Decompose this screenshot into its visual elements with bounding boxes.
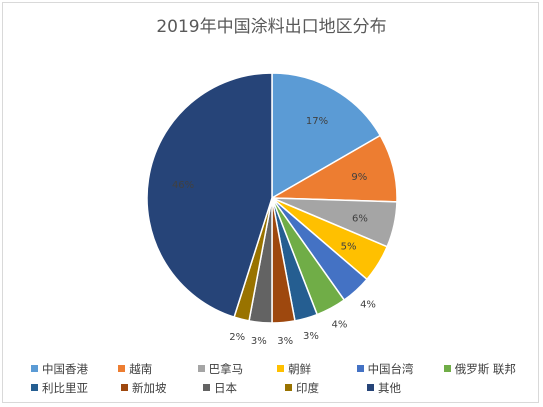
legend-label: 越南: [129, 361, 153, 376]
legend-item: 印度: [285, 380, 367, 396]
legend-item: 中国台湾: [356, 361, 444, 377]
legend-item: 新加坡: [121, 380, 203, 396]
legend-swatch: [197, 365, 205, 372]
legend-swatch: [356, 365, 364, 372]
legend-row: 利比里亚 新加坡 日本 印度 其他: [31, 378, 531, 397]
legend-label: 其他: [378, 380, 401, 395]
legend-swatch: [121, 384, 128, 391]
chart-frame: 2019年中国涂料出口地区分布 17% 9% 6% 5% 4% 4% 3% 3% 3% 2% 46%…: [2, 2, 539, 403]
legend-swatch: [118, 365, 126, 372]
legend-swatch: [443, 365, 451, 372]
pie-chart: 17% 9% 6% 5% 4% 4% 3% 3% 3% 2% 46%: [146, 72, 398, 347]
slice-label-3: 5%: [341, 241, 357, 252]
slice-label-5: 4%: [331, 320, 347, 331]
slice-label-6: 3%: [303, 331, 319, 342]
slice-label-10: 46%: [172, 180, 194, 191]
legend-item: 俄罗斯 联邦: [443, 361, 531, 377]
legend-label: 巴拿马: [208, 361, 244, 376]
legend-swatch: [31, 384, 38, 391]
legend-label: 利比里亚: [42, 380, 88, 395]
legend-swatch: [203, 384, 210, 391]
slice-label-7: 3%: [277, 336, 293, 347]
legend-label: 中国香港: [42, 361, 88, 376]
legend-item: 朝鲜: [277, 361, 356, 377]
legend-swatch: [277, 365, 285, 372]
legend-label: 中国台湾: [367, 361, 414, 376]
legend-item: 巴拿马: [197, 361, 277, 377]
legend-item: 其他: [367, 380, 449, 396]
legend-item: 越南: [118, 361, 197, 377]
slice-label-0: 17%: [306, 116, 328, 127]
legend-item: 中国香港: [31, 361, 118, 377]
slice-label-9: 2%: [229, 332, 245, 343]
legend-label: 印度: [296, 380, 319, 395]
legend-swatch: [367, 384, 374, 391]
legend-item: 利比里亚: [31, 380, 121, 396]
legend-swatch: [285, 384, 292, 391]
chart-title: 2019年中国涂料出口地区分布: [156, 17, 387, 37]
legend-item: 日本: [203, 380, 285, 396]
legend-row: 中国香港 越南 巴拿马 朝鲜 中国台湾 俄罗斯 联邦: [31, 359, 531, 378]
legend-label: 新加坡: [132, 380, 167, 395]
legend-label: 朝鲜: [288, 361, 312, 376]
slice-label-8: 3%: [251, 336, 267, 347]
slice-label-2: 6%: [352, 213, 368, 224]
slice-label-4: 4%: [360, 299, 376, 310]
legend-swatch: [31, 365, 38, 372]
pie-slice-0: [271, 72, 382, 200]
legend-label: 日本: [214, 380, 237, 395]
chart-legend: 中国香港 越南 巴拿马 朝鲜 中国台湾 俄罗斯 联邦利比里亚 新加坡 日本 印度 其他: [31, 359, 531, 397]
slice-label-1: 9%: [351, 172, 367, 183]
legend-label: 俄罗斯 联邦: [454, 361, 516, 376]
pie-slice-10: [146, 72, 273, 319]
